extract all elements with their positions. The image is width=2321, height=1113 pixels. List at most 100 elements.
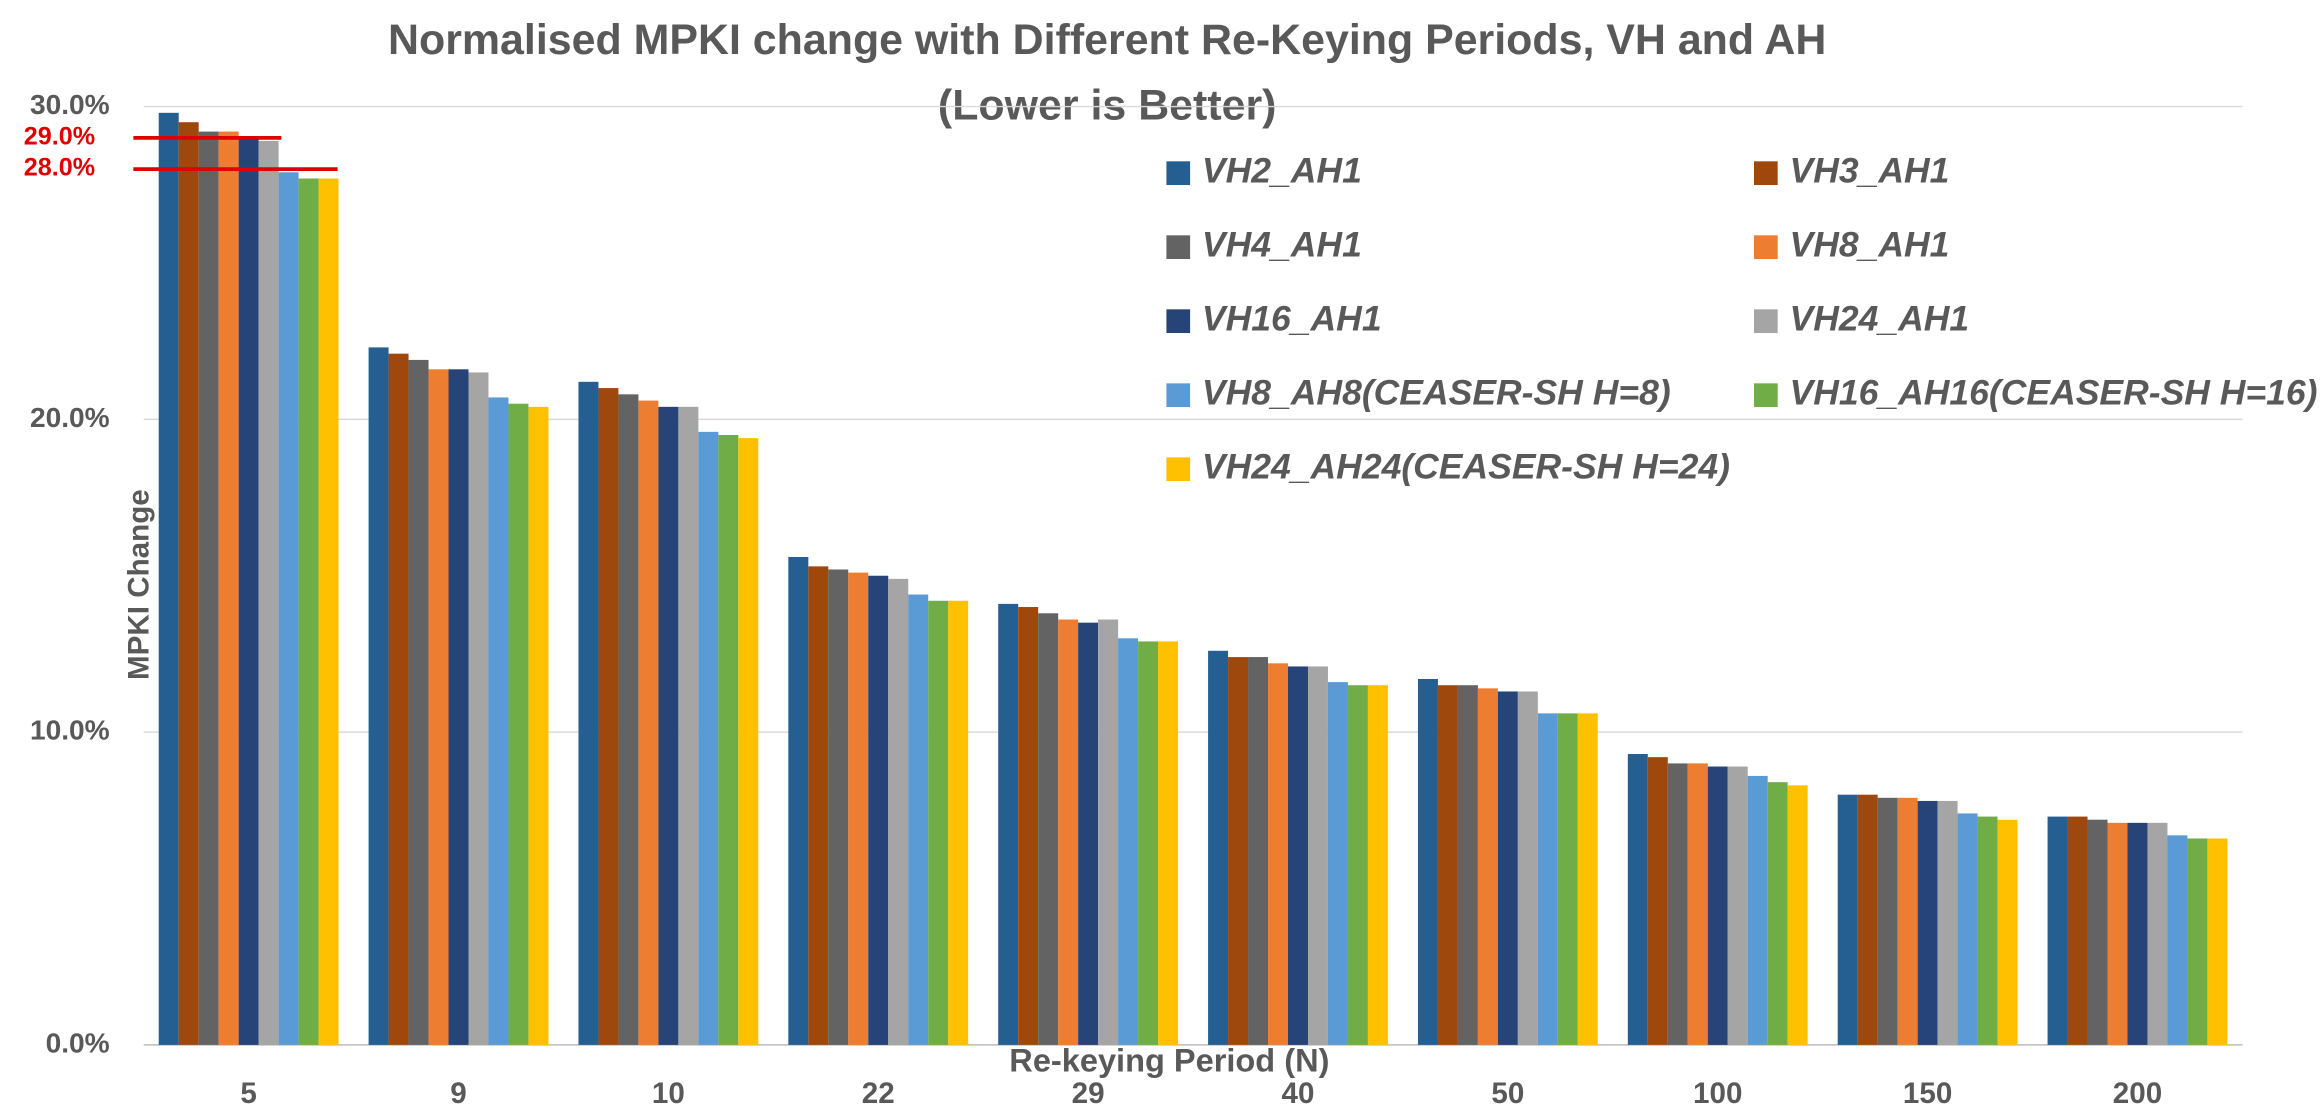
y-tick-label: 10.0% <box>30 715 110 746</box>
bar <box>528 406 549 1045</box>
bar <box>1667 763 1688 1045</box>
bar <box>1727 766 1748 1045</box>
bar <box>1747 775 1768 1045</box>
bar <box>658 406 679 1045</box>
bar <box>1288 666 1308 1045</box>
legend-swatch <box>1166 309 1191 334</box>
bar <box>408 359 429 1045</box>
legend-label: VH24_AH24(CEASER-SH H=24) <box>1202 447 1730 487</box>
bar <box>318 178 339 1045</box>
annotation-label: 29.0% <box>24 122 95 150</box>
bar <box>1038 613 1059 1045</box>
bar <box>1327 682 1348 1045</box>
x-tick-label: 9 <box>450 1077 466 1110</box>
x-tick-label: 200 <box>2113 1077 2162 1110</box>
bar <box>2167 835 2188 1045</box>
x-tick-label: 50 <box>1491 1077 1524 1110</box>
bar <box>368 347 389 1045</box>
bar <box>1118 638 1139 1045</box>
x-tick-label: 100 <box>1693 1077 1742 1110</box>
bar <box>218 131 239 1045</box>
bar <box>788 556 809 1045</box>
bar <box>2047 816 2068 1045</box>
bar <box>678 406 699 1045</box>
bar <box>448 369 469 1045</box>
bar <box>1018 607 1039 1045</box>
x-axis-label: Re-keying Period (N) <box>1009 1042 1329 1078</box>
y-tick-label: 30.0% <box>30 89 110 120</box>
legend-swatch <box>1166 383 1191 408</box>
bar <box>2147 822 2168 1045</box>
bar <box>1997 819 2018 1045</box>
legend-swatch <box>1166 235 1191 260</box>
bar <box>258 140 279 1045</box>
legend-label: VH8_AH8(CEASER-SH H=8) <box>1202 373 1671 413</box>
legend-swatch <box>1166 457 1191 482</box>
bar <box>468 372 489 1045</box>
legend-label: VH24_AH1 <box>1790 299 1970 339</box>
x-tick-label: 22 <box>862 1077 895 1110</box>
bar <box>998 603 1019 1045</box>
legend-label: VH4_AH1 <box>1202 225 1362 265</box>
bar <box>808 566 829 1045</box>
bar <box>488 397 509 1045</box>
bar <box>1687 763 1708 1045</box>
bar <box>1647 757 1668 1045</box>
bar <box>1937 800 1958 1045</box>
x-tick-label: 150 <box>1903 1077 1952 1110</box>
bar <box>2127 822 2148 1045</box>
bar <box>908 594 929 1045</box>
chart-title: Normalised MPKI change with Different Re… <box>388 16 1826 64</box>
legend-swatch <box>1754 161 1778 186</box>
legend-label: VH2_AH1 <box>1202 151 1362 191</box>
x-tick-label: 29 <box>1072 1077 1105 1110</box>
bar <box>1058 619 1079 1045</box>
bar <box>638 400 659 1045</box>
bar <box>158 112 179 1045</box>
bar <box>198 131 219 1045</box>
bar <box>1837 794 1858 1045</box>
bar <box>1957 813 1978 1045</box>
bar <box>1477 688 1498 1045</box>
bar <box>178 122 199 1045</box>
x-tick-label: 10 <box>652 1077 685 1110</box>
bar <box>2107 822 2128 1045</box>
bar <box>1228 657 1249 1045</box>
bar <box>718 434 739 1045</box>
bar <box>1098 619 1119 1045</box>
bar <box>2087 819 2108 1045</box>
bar <box>298 178 319 1045</box>
x-tick-label: 5 <box>240 1077 256 1110</box>
bar <box>618 394 639 1045</box>
bar <box>1307 666 1328 1045</box>
bar <box>1767 782 1788 1045</box>
bar <box>598 388 619 1045</box>
bar <box>1537 713 1558 1045</box>
bar <box>1248 657 1269 1045</box>
bar <box>928 600 949 1045</box>
bar <box>1497 691 1518 1045</box>
bar <box>888 578 909 1045</box>
bar <box>278 172 299 1045</box>
bar <box>1417 678 1438 1045</box>
y-tick-label: 0.0% <box>46 1027 110 1058</box>
bar <box>2067 816 2088 1045</box>
bar <box>2187 838 2208 1045</box>
bar <box>1367 685 1388 1045</box>
bar <box>1268 663 1289 1045</box>
legend-label: VH16_AH1 <box>1202 299 1382 339</box>
bar <box>238 137 259 1045</box>
bar <box>2207 838 2228 1045</box>
bar <box>1457 685 1478 1045</box>
chart-subtitle: (Lower is Better) <box>938 81 1277 129</box>
x-tick-label: 40 <box>1282 1077 1315 1110</box>
bar <box>508 403 529 1045</box>
legend-swatch <box>1754 309 1778 334</box>
bar <box>698 431 719 1045</box>
bar <box>1347 685 1368 1045</box>
legend-swatch <box>1754 235 1778 260</box>
legend-swatch <box>1754 383 1778 408</box>
bar <box>1557 713 1578 1045</box>
